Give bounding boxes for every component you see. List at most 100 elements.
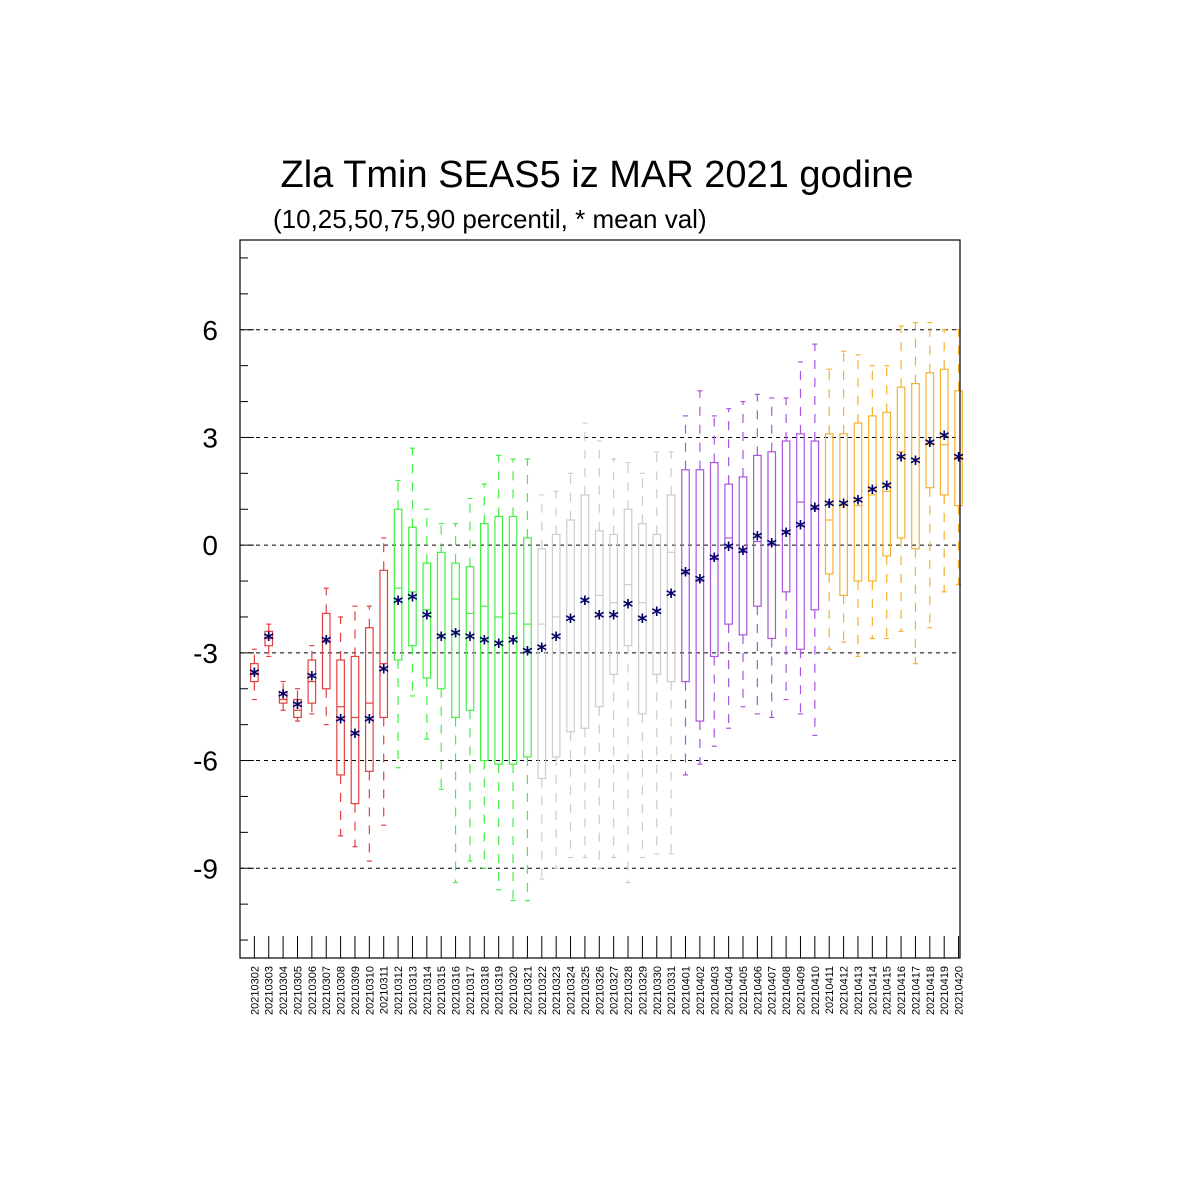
x-tick-label: 20210401 [681,966,693,1015]
box [551,533,561,758]
x-tick-label: 20210310 [364,966,376,1015]
y-tick-label: -3 [193,638,218,669]
x-tick-label: 20210414 [867,966,879,1015]
box [824,433,834,575]
mean-marker: * [436,627,447,651]
mean-marker: * [321,631,332,655]
x-tick-label: 20210328 [623,966,635,1015]
x-tick-label: 20210331 [666,966,678,1015]
box [724,483,733,625]
x-tick-label: 20210318 [479,966,491,1015]
x-tick-label: 20210303 [264,966,276,1015]
mean-marker: * [709,549,720,573]
mean-marker: * [881,477,892,501]
box [465,566,475,711]
x-tick-label: 20210313 [407,966,419,1015]
x-tick-label: 20210409 [795,966,807,1015]
box [939,368,949,496]
x-tick-label: 20210302 [249,966,261,1015]
x-tick-label: 20210420 [954,966,966,1015]
box [925,372,935,489]
x-tick-label: 20210411 [824,966,836,1014]
box [638,523,647,715]
x-tick-label: 20210321 [522,966,534,1015]
x-tick-label: 20210418 [925,966,937,1015]
box [393,508,403,661]
box [479,523,489,762]
mean-marker: * [824,495,835,519]
box [523,537,532,758]
box [321,612,331,690]
mean-marker: * [292,696,303,720]
box [867,415,877,582]
box [278,691,288,704]
x-tick-label: 20210408 [781,966,793,1015]
mean-marker: * [723,538,734,562]
mean-marker: * [594,606,605,630]
mean-marker: * [666,584,677,608]
box [623,508,633,647]
box [609,533,619,675]
box [537,548,547,780]
mean-marker: * [522,642,533,666]
plot-frame [239,239,961,959]
mean-marker: * [910,452,921,476]
x-tick-label: 20210416 [896,966,908,1015]
box [451,562,460,719]
box [566,519,575,733]
x-tick-label: 20210419 [939,966,951,1015]
boxes [250,321,963,902]
mean-marker: * [307,667,318,691]
mean-marker: * [580,592,591,616]
mean-marker: * [378,660,389,684]
box [738,476,748,636]
box [652,533,662,675]
x-tick-label: 20210304 [278,966,290,1015]
x-tick-label: 20210309 [350,966,362,1015]
mean-marker: * [537,638,548,662]
box [796,433,805,650]
mean-marker: * [867,480,878,504]
grid-lines [240,329,960,869]
mean-marker: * [623,595,634,619]
x-tick-label: 20210322 [537,966,549,1015]
x-tick-label: 20210402 [695,966,707,1015]
box [853,422,863,582]
mean-marker: * [278,685,289,709]
x-tick-label: 20210417 [910,966,922,1015]
mean-marker: * [767,534,778,558]
box [954,390,963,507]
x-tick-label: 20210314 [422,966,434,1015]
mean-marker: * [508,631,519,655]
x-tick-label: 20210403 [709,966,721,1015]
y-tick-label: -6 [193,746,218,777]
box [839,433,848,597]
x-tick-label: 20210316 [451,966,463,1015]
mean-markers: *** ******** *** * * * * * * * **** * ** *** ** * ** * * **… [249,426,964,748]
x-tick-label: 20210404 [724,966,736,1015]
mean-marker: * [652,602,663,626]
x-tick-label: 20210329 [637,966,649,1015]
box [580,494,590,729]
y-tick-label: 6 [202,315,218,346]
box [594,530,604,708]
x-tick-label: 20210324 [566,966,578,1015]
x-tick-label: 20210312 [393,966,405,1015]
y-tick-label: -9 [193,853,218,884]
box [695,469,705,722]
mean-marker: * [795,516,806,540]
x-tick-label: 20210326 [594,966,606,1015]
x-tick-label: 20210412 [839,966,851,1015]
mean-marker: * [422,606,433,630]
x-tick-label: 20210305 [292,966,304,1015]
box [422,562,432,679]
x-tick-label: 20210406 [752,966,764,1015]
mean-marker: * [838,495,849,519]
mean-marker: * [249,663,260,687]
mean-marker: * [738,541,749,565]
mean-marker: * [896,448,907,472]
mean-marker: * [781,523,792,547]
box [508,515,518,765]
